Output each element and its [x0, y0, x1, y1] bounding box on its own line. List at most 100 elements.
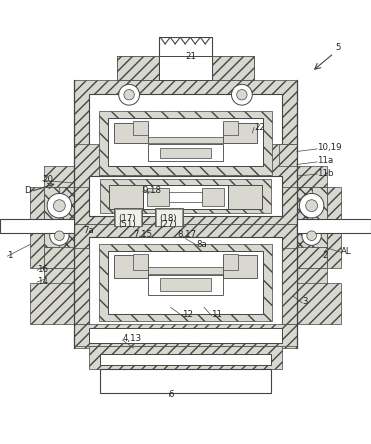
Bar: [312, 187, 327, 224]
Bar: [297, 166, 327, 224]
Text: 16: 16: [37, 265, 48, 274]
Bar: [223, 123, 257, 143]
Text: 11b: 11b: [317, 169, 334, 178]
Bar: [74, 80, 297, 187]
Bar: [99, 243, 272, 321]
Bar: [100, 179, 271, 214]
Circle shape: [124, 90, 134, 100]
Text: AL: AL: [341, 247, 352, 256]
Bar: [114, 123, 148, 143]
Bar: [159, 36, 212, 79]
Circle shape: [0, 222, 9, 230]
Bar: [100, 369, 271, 392]
Bar: [297, 187, 327, 224]
Bar: [327, 224, 341, 268]
Text: 20: 20: [43, 175, 54, 184]
Bar: [159, 56, 212, 80]
Bar: [108, 251, 263, 314]
Bar: [89, 176, 282, 216]
Bar: [254, 144, 297, 187]
Text: (27): (27): [160, 220, 177, 229]
Bar: [44, 187, 74, 224]
Circle shape: [307, 231, 316, 241]
Text: 21: 21: [186, 52, 197, 61]
Bar: [160, 148, 211, 158]
Bar: [148, 137, 223, 143]
Bar: [117, 80, 159, 111]
Text: (18): (18): [160, 214, 177, 223]
Bar: [143, 185, 228, 209]
Text: 10,19: 10,19: [317, 143, 342, 152]
Bar: [74, 166, 297, 224]
Bar: [74, 144, 99, 187]
Text: 4,13: 4,13: [122, 334, 142, 343]
Text: 9,18: 9,18: [143, 186, 162, 195]
Text: (51): (51): [118, 220, 136, 229]
Text: 7a: 7a: [83, 226, 94, 235]
Bar: [228, 185, 262, 209]
Bar: [223, 255, 257, 278]
Bar: [202, 188, 224, 206]
Bar: [0, 219, 74, 233]
Circle shape: [119, 84, 139, 105]
Circle shape: [306, 200, 318, 212]
Bar: [44, 224, 74, 247]
Text: 11a: 11a: [317, 156, 334, 165]
Text: (17): (17): [118, 214, 136, 223]
Bar: [100, 354, 271, 365]
Bar: [133, 254, 148, 270]
Text: 7,15: 7,15: [134, 230, 153, 239]
Bar: [44, 268, 74, 300]
Bar: [212, 56, 254, 80]
Bar: [223, 121, 238, 135]
Text: D: D: [24, 186, 31, 195]
Bar: [99, 111, 272, 174]
Text: 2: 2: [323, 251, 328, 260]
Text: 6: 6: [169, 390, 174, 399]
Text: 8,17: 8,17: [177, 230, 197, 239]
Circle shape: [55, 231, 64, 241]
Bar: [282, 248, 297, 324]
Text: 5: 5: [336, 43, 341, 52]
Circle shape: [232, 84, 252, 105]
Bar: [44, 166, 74, 224]
Bar: [74, 324, 297, 346]
Text: 8a: 8a: [197, 240, 207, 249]
Text: 12: 12: [182, 310, 193, 319]
Text: 3: 3: [302, 297, 308, 306]
Circle shape: [47, 194, 72, 218]
Bar: [74, 224, 297, 348]
Bar: [74, 248, 89, 324]
Circle shape: [302, 226, 321, 246]
Bar: [159, 36, 212, 55]
Bar: [117, 56, 254, 80]
Bar: [148, 275, 223, 295]
Bar: [109, 185, 262, 209]
Circle shape: [237, 90, 247, 100]
Bar: [297, 268, 327, 300]
Bar: [89, 94, 282, 174]
Bar: [297, 219, 371, 233]
Bar: [312, 224, 327, 247]
Bar: [297, 283, 341, 324]
Bar: [147, 188, 169, 206]
Text: 14: 14: [37, 277, 48, 286]
Text: 1: 1: [7, 251, 13, 260]
Circle shape: [362, 222, 371, 230]
Bar: [30, 283, 74, 324]
Bar: [223, 254, 238, 270]
Bar: [169, 191, 202, 202]
Circle shape: [299, 194, 324, 218]
Bar: [114, 255, 148, 278]
Bar: [156, 209, 182, 226]
Bar: [279, 144, 297, 166]
Bar: [133, 121, 148, 135]
Circle shape: [50, 226, 69, 246]
Bar: [44, 187, 59, 224]
Bar: [44, 224, 74, 268]
Bar: [114, 208, 142, 226]
Bar: [297, 224, 327, 268]
Bar: [109, 185, 143, 209]
Bar: [148, 144, 223, 161]
Bar: [115, 209, 141, 226]
